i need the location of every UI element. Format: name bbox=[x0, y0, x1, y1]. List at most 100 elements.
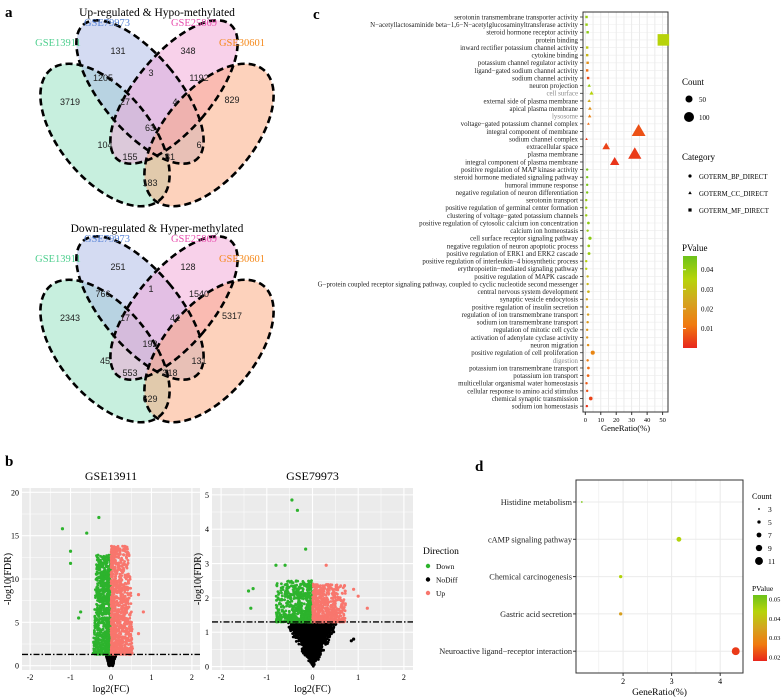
data-point bbox=[103, 589, 107, 593]
data-point bbox=[288, 580, 292, 584]
data-point bbox=[112, 650, 115, 653]
data-point bbox=[314, 634, 317, 638]
data-point bbox=[128, 613, 132, 617]
data-point bbox=[95, 642, 99, 645]
data-point bbox=[106, 609, 110, 613]
venn-set-GSE13911 bbox=[40, 63, 170, 207]
data-point bbox=[115, 643, 119, 646]
data-point bbox=[128, 647, 131, 651]
data-point bbox=[101, 582, 105, 586]
data-point bbox=[127, 635, 131, 638]
data-point bbox=[292, 616, 296, 620]
data-point bbox=[127, 581, 130, 585]
data-point bbox=[319, 652, 322, 655]
data-point bbox=[129, 594, 133, 597]
data-point bbox=[119, 632, 123, 636]
venn-region-D: 829 bbox=[224, 95, 239, 105]
data-point bbox=[302, 609, 306, 613]
data-point bbox=[108, 660, 111, 664]
venn-set-label: GSE79973 bbox=[84, 18, 130, 29]
data-point bbox=[101, 646, 104, 650]
data-point bbox=[301, 580, 305, 583]
data-point bbox=[112, 615, 116, 619]
data-point bbox=[122, 553, 126, 556]
panel-label-d: d bbox=[475, 459, 484, 475]
data-point bbox=[118, 547, 122, 551]
data-point bbox=[311, 632, 314, 636]
data-point bbox=[322, 624, 326, 627]
data-point bbox=[121, 606, 124, 609]
data-point bbox=[277, 611, 281, 615]
data-point bbox=[298, 608, 302, 611]
data-point bbox=[290, 593, 293, 596]
data-point bbox=[106, 647, 110, 650]
data-point bbox=[129, 642, 133, 645]
data-point bbox=[126, 593, 130, 597]
data-point bbox=[111, 664, 114, 667]
data-point bbox=[100, 621, 103, 625]
data-point bbox=[113, 582, 117, 585]
data-point bbox=[102, 621, 106, 625]
data-point bbox=[113, 569, 117, 573]
data-point bbox=[97, 615, 101, 618]
data-point bbox=[118, 572, 122, 576]
data-point bbox=[322, 634, 326, 638]
data-point bbox=[123, 616, 127, 619]
data-point bbox=[94, 640, 97, 643]
data-point bbox=[114, 618, 117, 622]
data-point bbox=[289, 626, 293, 630]
data-point bbox=[304, 595, 308, 599]
venn-set-GSE25869 bbox=[110, 20, 238, 164]
data-point bbox=[308, 645, 311, 649]
data-point bbox=[127, 579, 130, 583]
volcano-panel: GSE13911-2 -1 0 1 205101520log2(FC)-log10(FD… bbox=[3, 469, 459, 695]
x-tick-label: -1 bbox=[67, 673, 74, 682]
data-point bbox=[283, 595, 287, 598]
data-point bbox=[298, 586, 302, 590]
venn-set-GSE30601 bbox=[144, 279, 274, 423]
data-point bbox=[295, 603, 298, 607]
data-point bbox=[104, 575, 108, 579]
data-point bbox=[310, 662, 314, 666]
data-point bbox=[295, 593, 299, 597]
data-point bbox=[120, 608, 123, 611]
data-point bbox=[123, 588, 127, 592]
data-point bbox=[318, 645, 322, 649]
data-point bbox=[123, 625, 127, 629]
data-point bbox=[301, 634, 305, 637]
data-point bbox=[322, 648, 325, 652]
data-point bbox=[98, 604, 102, 608]
data-point bbox=[110, 560, 113, 564]
data-point bbox=[96, 591, 99, 594]
data-point bbox=[107, 658, 111, 662]
data-point bbox=[102, 618, 106, 622]
data-point bbox=[109, 610, 113, 614]
data-point bbox=[317, 622, 321, 626]
data-point bbox=[119, 591, 123, 595]
venn-panel: Up-regulated & Hypo-methylatedGSE13911GS… bbox=[35, 7, 275, 424]
data-point bbox=[106, 564, 110, 568]
data-point bbox=[126, 618, 130, 622]
venn-region-ABCD: 192 bbox=[142, 339, 157, 349]
data-point bbox=[289, 629, 293, 633]
data-point bbox=[301, 595, 305, 598]
data-point bbox=[123, 544, 127, 548]
outlier-point bbox=[97, 515, 101, 520]
venn-region-B: 131 bbox=[110, 46, 125, 56]
data-point bbox=[111, 642, 115, 646]
data-point bbox=[100, 644, 104, 648]
data-point bbox=[275, 604, 279, 608]
data-point bbox=[107, 572, 111, 575]
data-point bbox=[94, 611, 98, 614]
data-point bbox=[127, 597, 130, 600]
data-point bbox=[112, 627, 116, 631]
data-point bbox=[105, 649, 108, 652]
data-point bbox=[111, 547, 115, 551]
data-point bbox=[308, 626, 312, 630]
data-point bbox=[286, 602, 290, 606]
data-point bbox=[299, 596, 303, 600]
data-point bbox=[117, 561, 120, 565]
data-point bbox=[107, 578, 111, 581]
data-point bbox=[306, 642, 309, 646]
data-point bbox=[332, 630, 336, 634]
